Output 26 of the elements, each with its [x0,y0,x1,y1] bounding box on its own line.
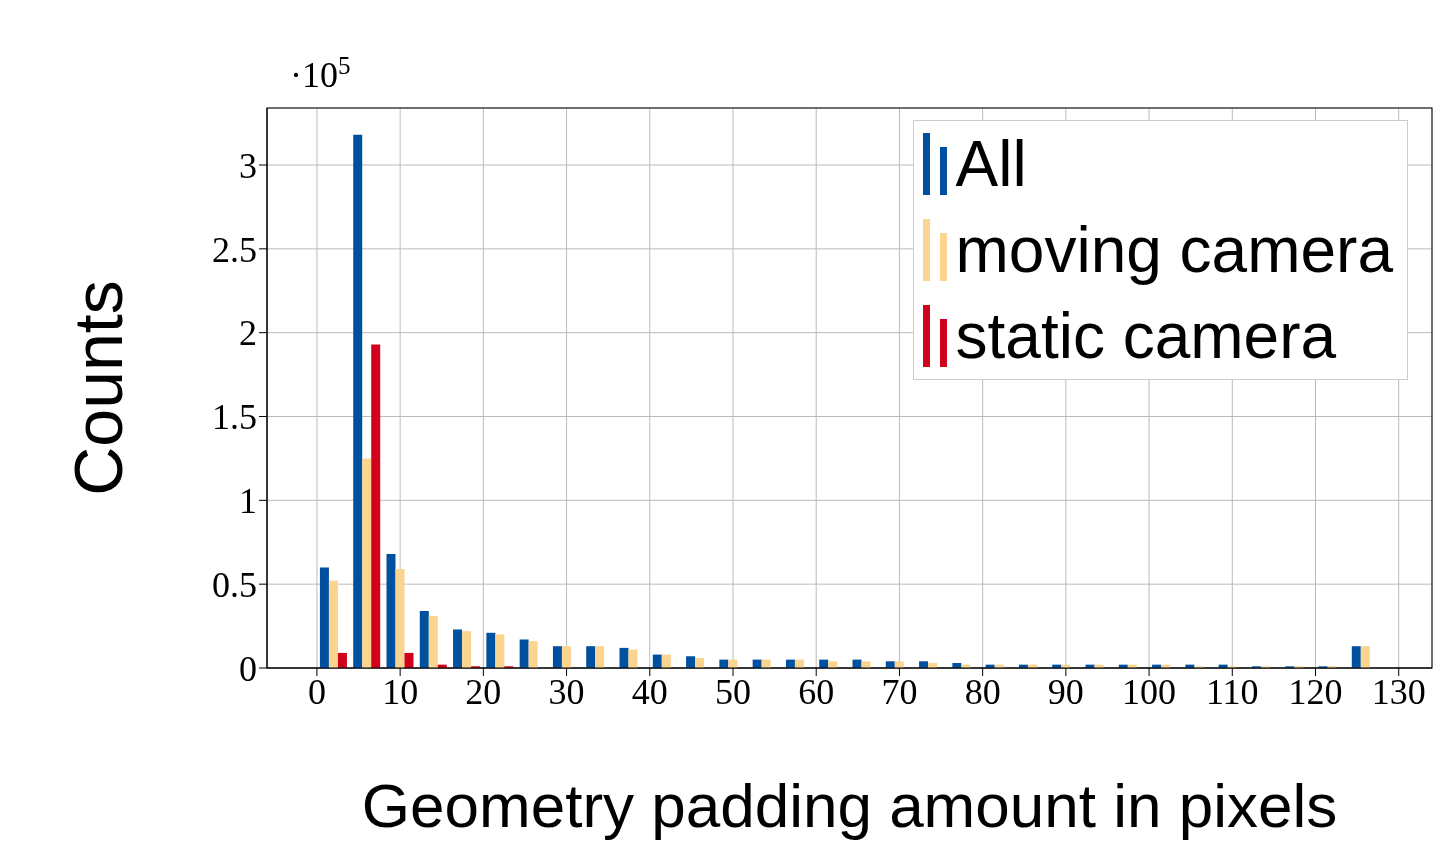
x-tick-label: 50 [715,671,751,712]
x-tick-label: 130 [1371,671,1426,712]
y-tick-label: 2 [239,313,257,354]
text: ·10$^{5}$ [290,52,351,95]
x-tick-label: 60 [798,671,835,712]
legend-label: static camera [955,300,1337,372]
y-tick-label: 0.5 [212,564,257,605]
y-tick-label: 2.5 [212,229,257,270]
x-axis-title: Geometry padding amount in pixels [361,771,1338,841]
x-tick-label: 40 [631,671,668,712]
x-tick-label: 120 [1288,671,1343,712]
y-tick-label: 1 [239,481,257,522]
x-tick-label: 110 [1205,671,1259,712]
y-tick-label: 1.5 [212,397,257,438]
x-tick-label: 0 [307,671,326,712]
x-tick-label: 80 [964,671,1001,712]
x-tick-label: 20 [465,671,502,712]
legend-label: moving camera [955,214,1393,286]
x-tick-label: 90 [1047,671,1084,712]
legend-label: All [955,128,1027,200]
y-tick-label: 3 [239,145,257,186]
x-tick-label: 70 [881,671,918,712]
x-tick-label: 10 [382,671,419,712]
x-tick-label: 100 [1122,671,1177,712]
x-tick-label: 30 [548,671,585,712]
y-axis-title: Counts [59,280,137,496]
